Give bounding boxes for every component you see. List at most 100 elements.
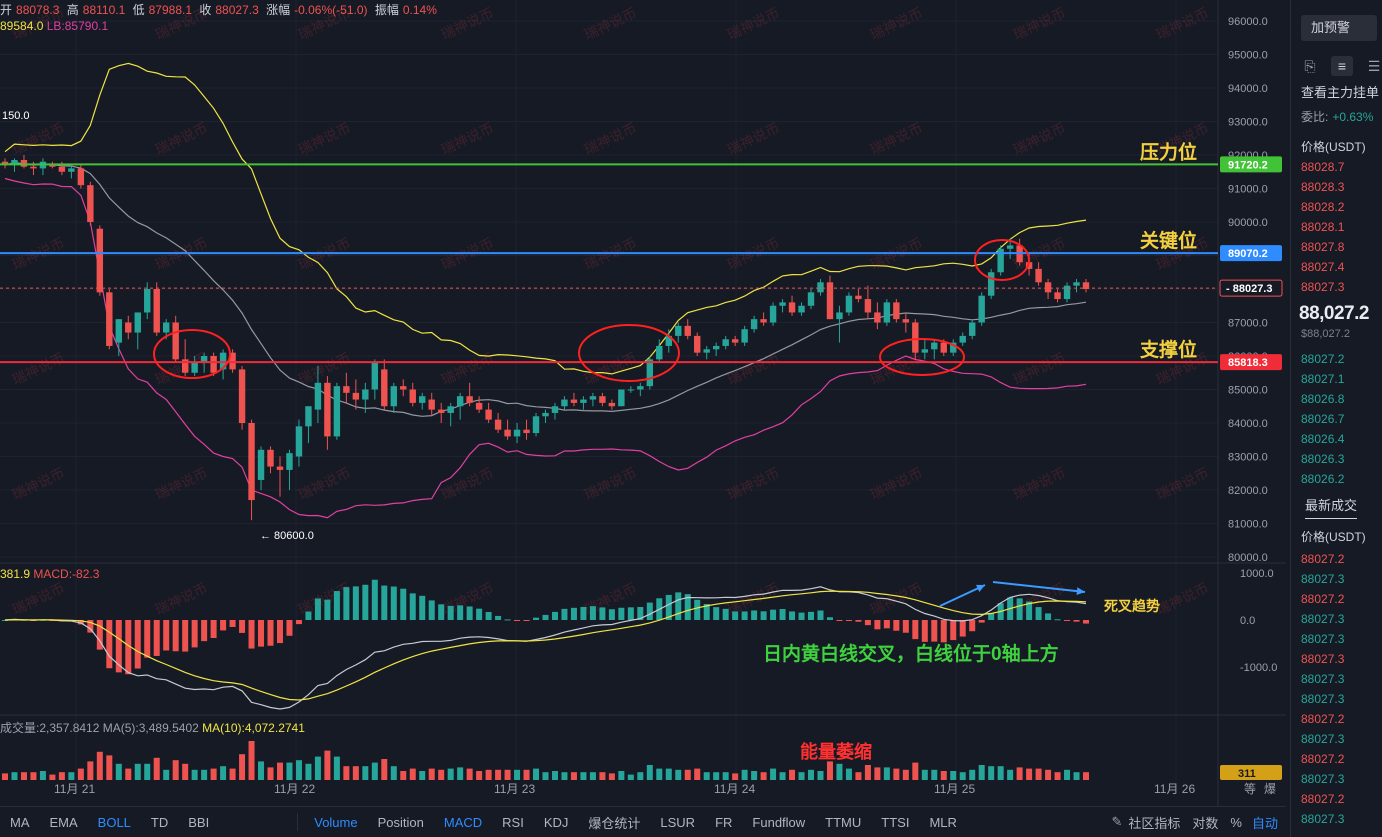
tab-ttsi[interactable]: TTSI <box>881 814 910 830</box>
ask-row[interactable]: 88028.1 <box>1301 220 1345 234</box>
bid-only-icon[interactable]: ≡ <box>1331 56 1353 76</box>
volume-bar <box>466 768 473 780</box>
bid-row[interactable]: 88026.2 <box>1301 472 1345 486</box>
volume-bar <box>779 772 786 780</box>
tab-liquidation[interactable]: 爆仓统计 <box>588 815 641 831</box>
boll-ub-value: 89584.0 <box>0 19 44 33</box>
orderbook-title[interactable]: 查看主力挂单 <box>1301 85 1380 100</box>
ask-row[interactable]: 88028.2 <box>1301 200 1345 214</box>
trade-row[interactable]: 88027.2 <box>1301 552 1345 566</box>
ask-row[interactable]: 88028.3 <box>1301 180 1345 194</box>
volume-bar <box>1054 772 1061 780</box>
edit-icon[interactable]: ✎ <box>1111 814 1123 829</box>
candle-body <box>295 426 303 457</box>
tab-boll[interactable]: BOLL <box>97 814 131 830</box>
watermark-text: 瑞神说币 <box>582 5 640 43</box>
volume-bar <box>931 769 938 780</box>
tab-lsur[interactable]: LSUR <box>660 814 696 830</box>
bid-row[interactable]: 88027.2 <box>1301 352 1345 366</box>
watermark-text: 瑞神说币 <box>868 120 926 158</box>
macd-histogram-bar <box>153 620 160 656</box>
bid-row[interactable]: 88026.8 <box>1301 392 1345 406</box>
macd-histogram-bar <box>864 620 871 626</box>
watermark-text: 瑞神说币 <box>868 580 926 618</box>
volume-bar <box>732 773 739 780</box>
percent-scale-button[interactable]: % <box>1230 814 1242 830</box>
log-scale-button[interactable]: 对数 <box>1192 815 1219 831</box>
bid-row[interactable]: 88026.4 <box>1301 432 1345 446</box>
macd-note-annotation: 日内黄白线交叉，白线位于0轴上方 <box>763 642 1059 665</box>
trade-row[interactable]: 88027.2 <box>1301 712 1345 726</box>
tab-rsi[interactable]: RSI <box>502 814 524 830</box>
chart-area[interactable]: 瑞神说币 瑞神说币 瑞神说币 瑞神说币 瑞神说币 瑞神说币 瑞神说币 瑞神说币 瑞神说币 瑞神说币… <box>0 0 1286 837</box>
volume-bar <box>826 761 833 780</box>
kline-chart[interactable]: 瑞神说币 瑞神说币 瑞神说币 瑞神说币 瑞神说币 瑞神说币 瑞神说币 瑞神说币 瑞神说币瑞神说币… <box>0 0 1286 806</box>
trade-row[interactable]: 88027.3 <box>1301 572 1345 586</box>
tab-td[interactable]: TD <box>150 814 169 830</box>
volume-bar <box>656 768 663 780</box>
candle-body <box>912 322 919 353</box>
candle-body <box>855 295 862 300</box>
volume-bar <box>324 750 331 780</box>
bid-row[interactable]: 88026.7 <box>1301 412 1345 426</box>
tab-ttmu[interactable]: TTMU <box>825 814 862 830</box>
trade-row[interactable]: 88027.3 <box>1301 732 1345 746</box>
trade-row[interactable]: 88027.3 <box>1301 612 1345 626</box>
candle-body <box>485 409 492 420</box>
ask-row[interactable]: 88027.8 <box>1301 240 1345 254</box>
tab-fundflow[interactable]: Fundflow <box>752 814 806 830</box>
ask-row[interactable]: 88028.7 <box>1301 160 1345 174</box>
trade-row[interactable]: 88027.3 <box>1301 692 1345 706</box>
candle-body <box>172 322 179 360</box>
auto-scale-button[interactable]: 自动 <box>1251 815 1278 831</box>
recent-trades-title[interactable]: 最新成交 <box>1305 495 1358 519</box>
watermark-text: 瑞神说币 <box>868 350 926 388</box>
community-indicators-button[interactable]: 社区指标 <box>1128 815 1181 831</box>
tab-fr[interactable]: FR <box>715 814 733 830</box>
trade-row[interactable]: 88027.2 <box>1301 592 1345 606</box>
watermark-text: 瑞神说币 <box>153 465 211 503</box>
trade-row[interactable]: 88027.3 <box>1301 672 1345 686</box>
tab-ma[interactable]: MA <box>10 814 30 830</box>
volume-bar <box>760 772 767 780</box>
trade-row[interactable]: 88027.2 <box>1301 792 1345 806</box>
volume-bar <box>504 769 511 780</box>
bid-ask-ratio: 委比: +0.63% <box>1301 108 1373 125</box>
key-level-label: 关键位 <box>1140 229 1197 252</box>
trade-row[interactable]: 88027.3 <box>1301 772 1345 786</box>
macd-histogram-bar <box>125 620 132 675</box>
trade-row[interactable]: 88027.3 <box>1301 632 1345 646</box>
both-sides-icon[interactable]: ⎘ <box>1304 58 1316 74</box>
candle-body <box>608 402 616 407</box>
candle-body <box>656 345 663 360</box>
watermark-text: 瑞神说币 <box>582 120 640 158</box>
macd-histogram-bar <box>883 620 890 629</box>
bid-row[interactable]: 88027.1 <box>1301 372 1345 386</box>
volume-bar <box>883 767 890 780</box>
candle-body <box>1082 282 1090 289</box>
candle-body <box>959 335 966 343</box>
tab-macd[interactable]: MACD <box>443 814 483 830</box>
candle-body <box>163 322 170 333</box>
trade-row[interactable]: 88027.3 <box>1301 812 1345 826</box>
volume-bar <box>258 761 265 780</box>
trade-row[interactable]: 88027.2 <box>1301 752 1345 766</box>
ask-only-icon[interactable]: ☰ <box>1367 58 1381 74</box>
tab-position[interactable]: Position <box>377 814 424 830</box>
trade-row[interactable]: 88027.3 <box>1301 652 1345 666</box>
ask-row[interactable]: 88027.3 <box>1301 280 1345 294</box>
tab-kdj[interactable]: KDJ <box>543 814 569 830</box>
add-alert-button[interactable]: 加预警 <box>1301 15 1377 41</box>
volume-bar <box>978 765 985 780</box>
volume-legend: 成交量:2,357.8412 MA(5):3,489.5402 MA(10):4… <box>0 719 305 736</box>
bid-row[interactable]: 88026.3 <box>1301 452 1345 466</box>
tab-bbi[interactable]: BBI <box>188 814 210 830</box>
macd-histogram-bar <box>902 620 909 633</box>
watermark-text: 瑞神说币 <box>725 465 783 503</box>
tab-ema[interactable]: EMA <box>49 814 78 830</box>
macd-histogram-bar <box>314 598 321 620</box>
candle-body <box>902 319 910 323</box>
tab-volume[interactable]: Volume <box>314 814 358 830</box>
ask-row[interactable]: 88027.4 <box>1301 260 1345 274</box>
tab-mlr[interactable]: MLR <box>929 814 957 830</box>
